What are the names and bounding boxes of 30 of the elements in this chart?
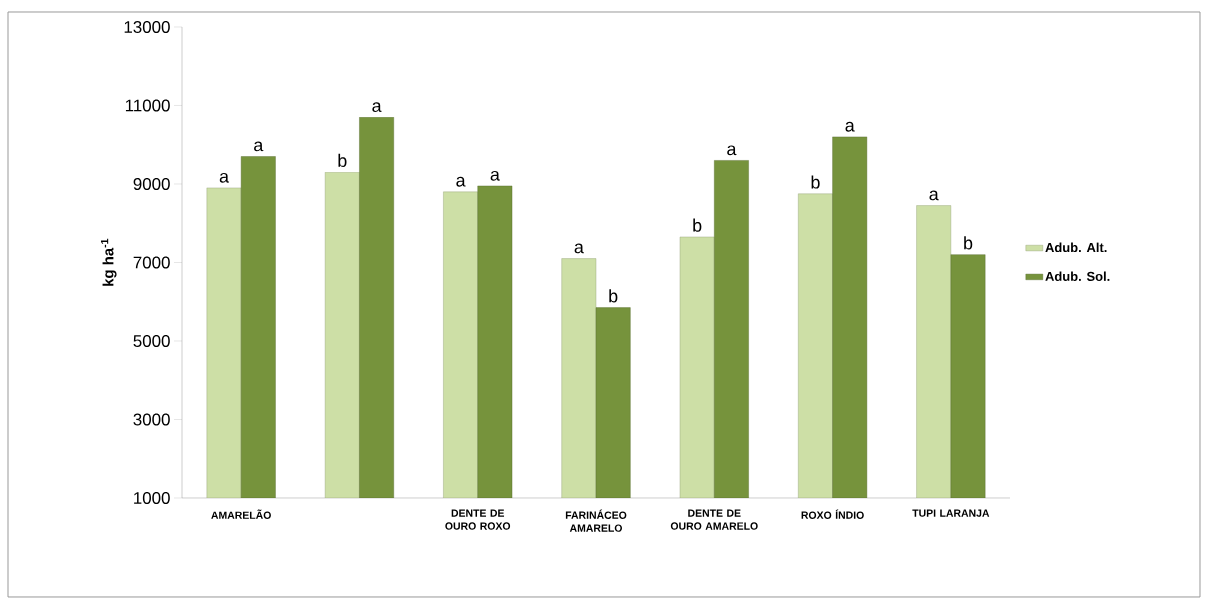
data-label: a [574,243,584,254]
data-label: a [372,102,382,113]
y-tick-label: 7000 [133,256,170,269]
x-tick-label: DENTE DE OURO AMARELO [670,509,758,530]
data-label: a [456,176,466,187]
data-label: b [964,236,973,250]
y-tick-label: 1000 [134,491,170,504]
y-tick-label: 5000 [133,334,170,347]
data-label: a [490,170,500,181]
y-tick-label: 11000 [125,99,170,112]
y-axis-title: kg ha$^{-1}$ [100,238,117,286]
data-label: a [254,141,264,152]
data-label: b [338,153,347,168]
x-tick-label: DENTE DE OURO ROXO [445,509,511,530]
data-label: b [811,175,820,189]
x-tick-label: ROXO ÍNDIO [801,509,864,519]
data-label: a [727,145,737,156]
data-label: a [219,172,229,183]
x-tick-label: TUPI LARANJA [912,509,990,517]
data-label: b [609,289,618,303]
data-label: b [693,218,702,232]
y-tick-label: 3000 [133,413,170,426]
data-label: a [929,190,939,201]
y-tick-label: 9000 [133,177,170,190]
legend-label: Adub. Alt. [1045,242,1107,253]
x-tick-label: AMARELÃO [211,509,271,519]
y-tick-label: 13000 [124,20,170,33]
x-tick-label: FARINÁCEO AMARELO [565,509,627,532]
legend-label: Adub. Sol. [1045,271,1110,281]
data-label: a [845,121,855,132]
